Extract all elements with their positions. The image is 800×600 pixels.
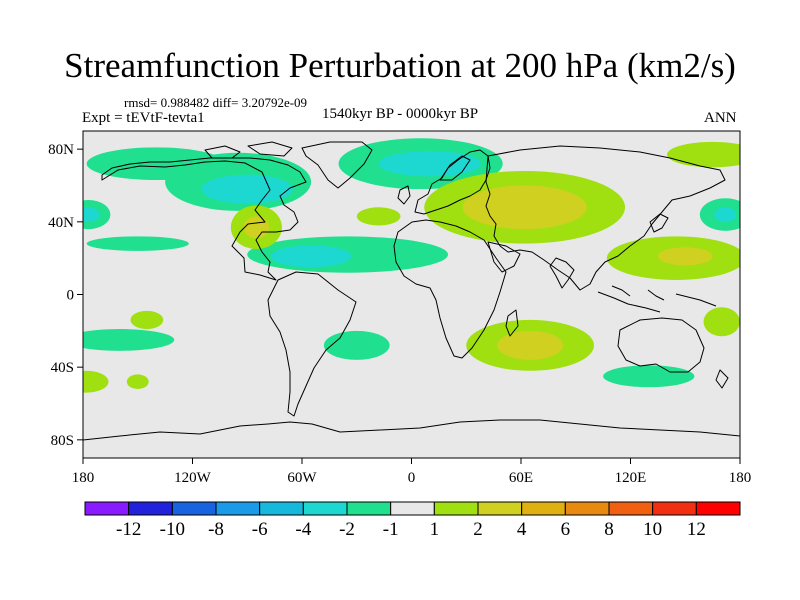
anomaly-region <box>83 329 175 351</box>
season-label: ANN <box>704 110 737 126</box>
colorbar-swatch <box>346 501 392 516</box>
y-tick-label: 0 <box>67 288 75 304</box>
anomaly-region <box>323 330 390 360</box>
anomaly-region <box>497 330 563 360</box>
anomaly-region <box>714 207 737 222</box>
anomaly-region <box>657 247 713 266</box>
colorbar-level-label: 12 <box>687 519 706 540</box>
colorbar-level-label: 4 <box>517 519 527 540</box>
colorbar-swatch <box>302 501 348 516</box>
colorbar-level-label: -10 <box>160 519 185 540</box>
y-tick-label: 80S <box>51 433 74 449</box>
period-label: 1540kyr BP - 0000kyr BP <box>322 106 479 122</box>
colorbar-level-label: -12 <box>116 519 141 540</box>
x-tick-label: 120E <box>615 470 647 486</box>
coast-new-zealand <box>715 369 729 389</box>
chart-title: Streamfunction Perturbation at 200 hPa (… <box>64 46 736 85</box>
colorbar-swatch <box>433 501 479 516</box>
x-tick-label: 60W <box>287 470 317 486</box>
colorbar-swatch <box>521 501 566 516</box>
colorbar <box>84 501 741 516</box>
colorbar-level-label: 8 <box>604 519 614 540</box>
coast-arctic-islands <box>204 141 293 159</box>
anomaly-region <box>703 307 740 337</box>
anomaly-region <box>603 365 695 388</box>
anomaly-region <box>270 245 352 268</box>
coast-africa <box>393 219 507 359</box>
anomaly-region <box>130 310 164 330</box>
stats-text: rmsd= 0.988482 diff= 3.20792e-09 <box>124 95 308 110</box>
colorbar-swatch <box>477 501 523 516</box>
x-tick-label: 60E <box>509 470 533 486</box>
colorbar-level-label: -6 <box>252 519 268 540</box>
y-tick-label: 40S <box>51 360 74 376</box>
colorbar-level-label: 10 <box>643 519 662 540</box>
y-tick-label: 40N <box>48 215 74 231</box>
axis-tick-labels: 180 120W 60W 0 60E 120E 180 80N 40N 0 40S 80S <box>48 142 751 486</box>
anomaly-region <box>356 207 401 226</box>
colorbar-swatch <box>259 501 304 516</box>
x-tick-label: 120W <box>174 470 212 486</box>
coast-madagascar <box>505 309 519 337</box>
anomaly-region <box>201 174 293 204</box>
colorbar-swatch <box>390 501 435 516</box>
anomaly-regions <box>83 138 740 393</box>
anomaly-region <box>667 141 740 168</box>
coast-south-america <box>267 271 357 417</box>
colorbar-swatch <box>128 501 173 516</box>
coast-british-isles <box>397 185 411 205</box>
anomaly-region <box>86 236 189 251</box>
colorbar-swatch <box>695 501 741 516</box>
colorbar-swatch <box>652 501 697 516</box>
coast-india <box>549 257 575 289</box>
coast-japan <box>649 213 669 233</box>
colorbar-swatch <box>84 501 130 516</box>
experiment-label: Expt = tEVtF-tevta1 <box>82 110 205 126</box>
x-tick-label: 180 <box>729 470 752 486</box>
anomaly-region <box>83 207 100 222</box>
anomaly-region <box>126 374 149 389</box>
colorbar-swatch <box>608 501 654 516</box>
y-tick-label: 80N <box>48 142 74 158</box>
colorbar-level-label: 2 <box>473 519 483 540</box>
coast-scandinavia <box>439 155 471 181</box>
colorbar-level-label: -1 <box>383 519 399 540</box>
coast-australia <box>617 317 705 373</box>
anomaly-region <box>378 150 481 177</box>
colorbar-level-label: -8 <box>208 519 224 540</box>
coast-arabia <box>487 241 521 273</box>
axis-ticks <box>77 148 741 464</box>
colorbar-level-label: -2 <box>339 519 355 540</box>
coast-greenland <box>301 141 373 189</box>
colorbar-swatch <box>215 501 261 516</box>
coast-asia <box>485 145 726 291</box>
anomaly-region <box>243 216 270 239</box>
coastlines <box>83 141 740 441</box>
x-tick-label: 0 <box>408 470 416 486</box>
colorbar-level-label: 6 <box>561 519 571 540</box>
colorbar-level-label: 1 <box>430 519 440 540</box>
coast-antarctica <box>83 419 740 441</box>
x-tick-label: 180 <box>72 470 95 486</box>
anomaly-region <box>462 185 587 230</box>
anomaly-region <box>83 370 109 393</box>
colorbar-level-label: -4 <box>295 519 311 540</box>
coast-indonesia <box>597 285 717 313</box>
colorbar-swatch <box>564 501 610 516</box>
colorbar-labels: -12 -10 -8 -6 -4 -2 -1 1 2 4 6 8 10 12 <box>116 519 706 540</box>
colorbar-swatch <box>171 501 217 516</box>
